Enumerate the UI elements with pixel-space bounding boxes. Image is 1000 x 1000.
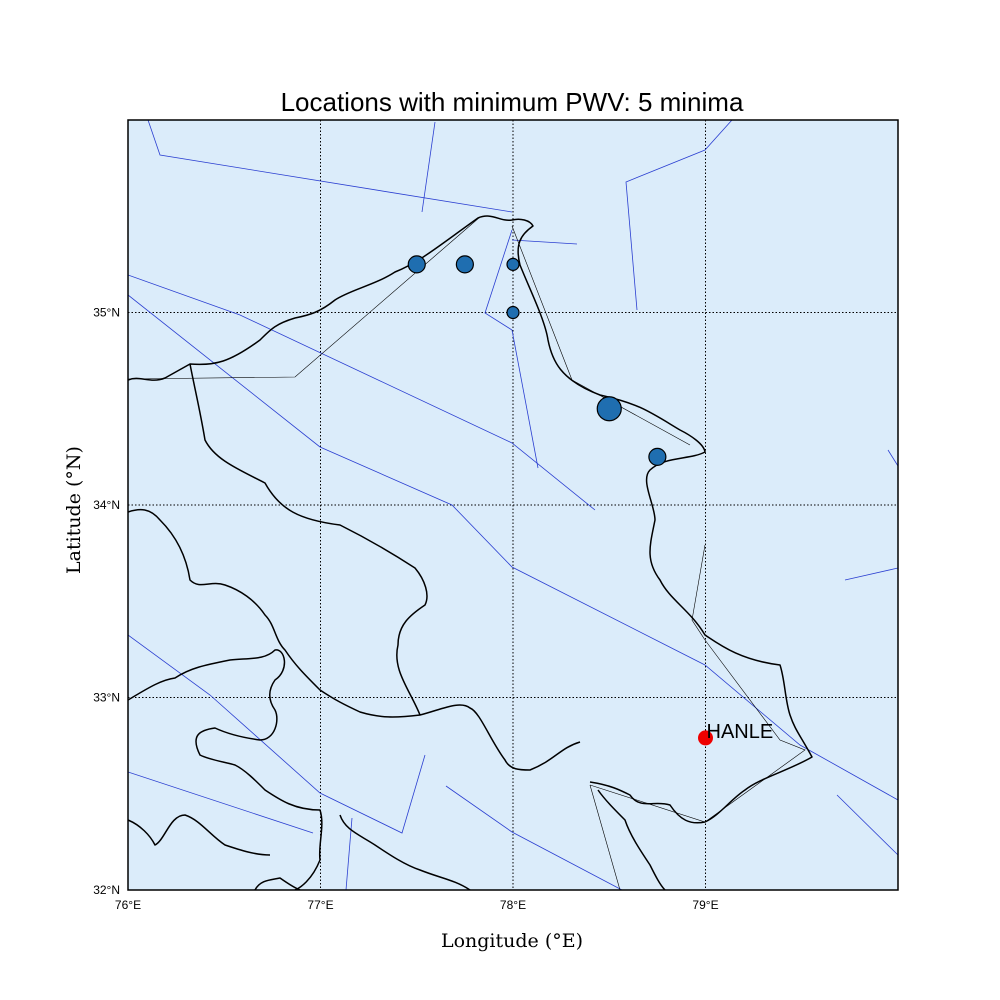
y-tick-labels: 32°N 33°N 34°N 35°N <box>93 306 120 898</box>
hanle-marker: HANLE <box>698 721 773 746</box>
minimum-point <box>455 255 474 274</box>
plot-frame <box>127 119 899 891</box>
rivers <box>128 120 898 890</box>
minimum-point <box>648 447 667 466</box>
y-tick-label: 32°N <box>93 883 120 897</box>
y-tick-label: 35°N <box>93 306 120 320</box>
x-tick-label: 77°E <box>307 898 333 912</box>
hanle-dot <box>698 730 713 746</box>
x-tick-label: 79°E <box>692 898 718 912</box>
minimum-point <box>407 255 426 274</box>
minimum-point <box>506 305 520 320</box>
x-tick-label: 78°E <box>500 898 526 912</box>
y-axis-label: Latitude (°N) <box>63 446 85 574</box>
minimum-point <box>596 396 622 422</box>
y-tick-label: 34°N <box>93 498 120 512</box>
y-tick-label: 33°N <box>93 691 120 705</box>
hanle-label: HANLE <box>707 721 774 743</box>
minima-points <box>407 255 667 466</box>
map-title: Locations with minimum PWV: 5 minima <box>281 87 744 117</box>
x-tick-label: 76°E <box>115 898 141 912</box>
border-lines <box>128 215 813 890</box>
x-axis-label: Longitude (°E) <box>441 930 583 952</box>
x-tick-labels: 76°E 77°E 78°E 79°E <box>115 898 719 912</box>
minimum-point <box>506 257 520 271</box>
